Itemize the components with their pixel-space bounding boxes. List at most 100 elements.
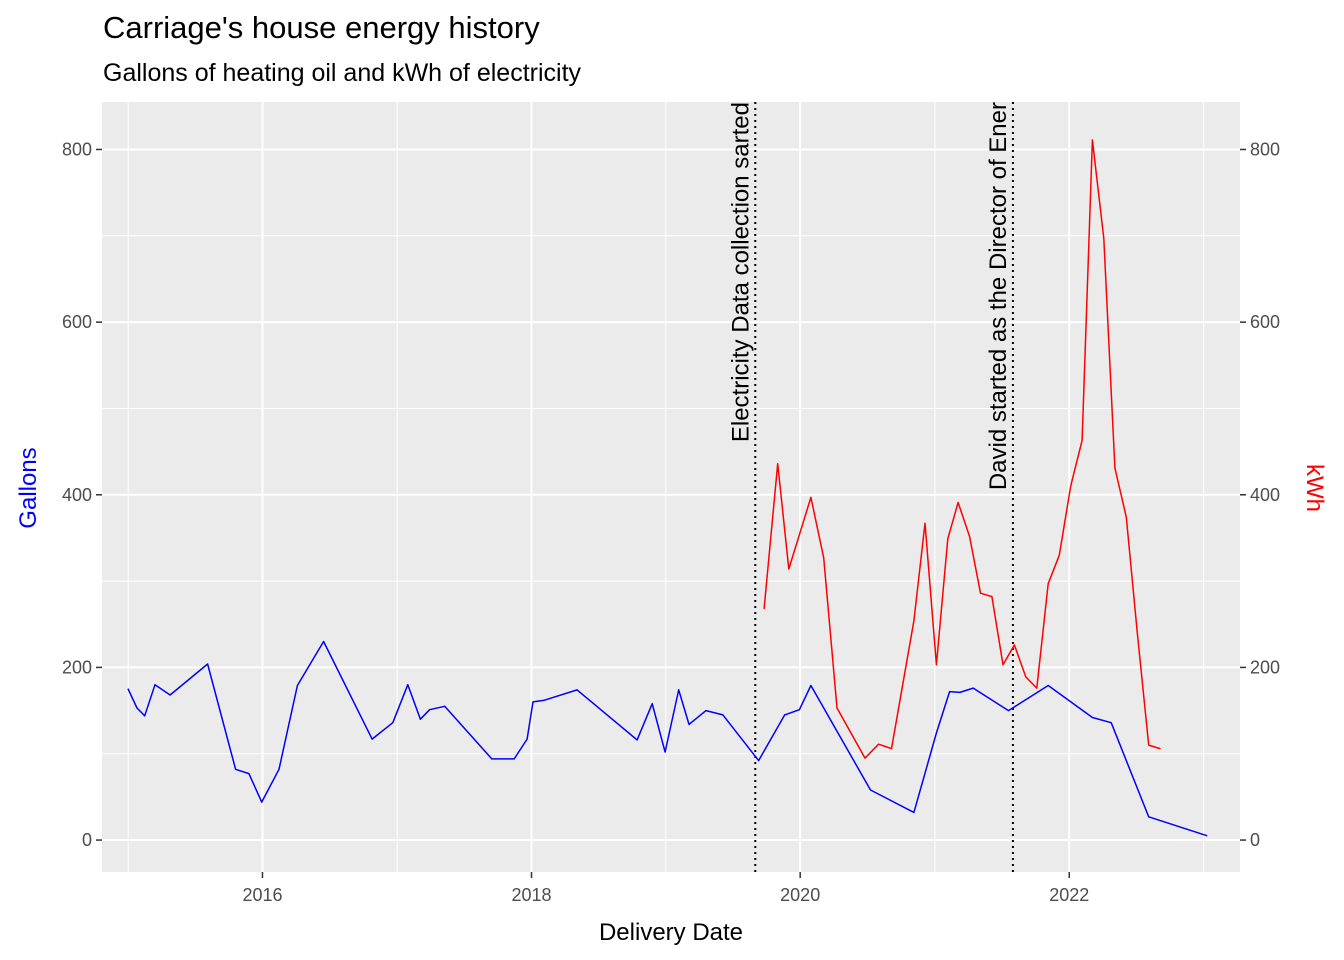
data-point-gallons — [144, 715, 146, 717]
data-point-gallons — [1110, 722, 1112, 724]
annotation-label: Electricity Data collection sarted — [727, 102, 754, 442]
data-point-kwh — [1091, 139, 1094, 141]
y-left-tick-label: 200 — [62, 657, 92, 677]
data-point-kwh — [1002, 664, 1004, 666]
data-point-kwh — [823, 557, 825, 559]
y-right-tick-label: 600 — [1250, 312, 1280, 332]
x-axis: 2016 2018 2020 2022 — [242, 872, 1089, 905]
series-lines — [127, 139, 1208, 837]
data-point-gallons — [444, 705, 446, 707]
annotation-label: David started as the Director of Ener — [985, 102, 1012, 490]
data-point-gallons — [636, 739, 638, 741]
plot-panel — [102, 102, 1240, 872]
data-point-gallons — [207, 663, 209, 665]
data-point-kwh — [1047, 583, 1049, 585]
data-point-kwh — [877, 743, 880, 745]
data-point-kwh — [1025, 676, 1027, 678]
data-point-kwh — [913, 620, 915, 622]
data-point-gallons — [136, 707, 138, 709]
chart-subtitle: Gallons of heating oil and kWh of electr… — [103, 59, 582, 87]
data-point-gallons — [1206, 835, 1208, 837]
data-point-kwh — [924, 522, 926, 524]
y-left-tick-label: 600 — [62, 312, 92, 332]
data-point-gallons — [169, 694, 171, 696]
y-left-tick-label: 400 — [62, 485, 92, 505]
y-right-tick-label: 800 — [1250, 139, 1280, 159]
data-point-gallons — [513, 758, 515, 760]
data-point-gallons — [972, 687, 974, 689]
data-point-kwh — [1081, 439, 1083, 441]
y-left-tick-label: 800 — [62, 139, 92, 159]
data-point-kwh — [1125, 516, 1127, 518]
x-tick-label: 2016 — [242, 885, 282, 905]
grid-lines — [102, 102, 1240, 872]
data-point-kwh — [1148, 744, 1150, 746]
x-tick-label: 2022 — [1049, 885, 1089, 905]
data-point-gallons — [1007, 709, 1010, 712]
data-point-gallons — [278, 768, 280, 770]
data-point-kwh — [1114, 467, 1116, 469]
y-axis-right-title: kWh — [1301, 464, 1328, 512]
data-point-kwh — [1013, 644, 1015, 646]
data-point-gallons — [1091, 716, 1094, 719]
data-point-gallons — [913, 811, 915, 814]
data-point-kwh — [991, 596, 993, 598]
data-point-gallons — [1047, 684, 1049, 687]
data-point-kwh — [968, 535, 971, 537]
data-point-kwh — [1136, 632, 1138, 634]
data-point-kwh — [810, 496, 812, 498]
data-point-kwh — [947, 538, 949, 540]
data-point-gallons — [810, 684, 812, 687]
data-point-kwh — [763, 608, 765, 610]
data-point-kwh — [890, 747, 893, 750]
y-axis-right: 0 200 400 600 800 — [1240, 139, 1280, 850]
data-point-gallons — [935, 732, 937, 734]
annotation-lines: Electricity Data collection sarted David … — [727, 102, 1014, 872]
data-point-kwh — [935, 664, 937, 666]
data-point-kwh — [1058, 554, 1060, 556]
y-right-tick-label: 0 — [1250, 830, 1260, 850]
data-point-gallons — [235, 768, 237, 770]
data-point-gallons — [261, 801, 263, 803]
data-point-gallons — [705, 709, 707, 712]
y-left-tick-label: 0 — [82, 830, 92, 850]
x-axis-title: Delivery Date — [599, 919, 743, 946]
data-point-gallons — [526, 738, 528, 740]
data-point-gallons — [428, 709, 431, 711]
data-point-kwh — [1036, 687, 1038, 689]
data-point-gallons — [784, 714, 786, 716]
data-point-gallons — [664, 751, 666, 753]
data-point-kwh — [1159, 747, 1161, 750]
chart-title: Carriage's house energy history — [103, 10, 540, 45]
data-point-gallons — [722, 714, 724, 716]
data-point-gallons — [296, 684, 299, 687]
x-tick-label: 2020 — [780, 885, 820, 905]
data-point-gallons — [651, 703, 653, 705]
data-point-kwh — [788, 568, 790, 570]
data-point-kwh — [1103, 237, 1105, 239]
data-point-kwh — [836, 707, 838, 709]
y-right-tick-label: 200 — [1250, 657, 1280, 677]
data-point-kwh — [1070, 485, 1072, 487]
data-point-gallons — [532, 701, 534, 703]
data-point-gallons — [248, 772, 250, 775]
data-point-gallons — [322, 640, 325, 643]
data-point-kwh — [979, 592, 982, 594]
data-point-gallons — [949, 690, 951, 693]
data-point-gallons — [688, 723, 690, 725]
data-point-gallons — [543, 699, 545, 701]
data-point-gallons — [798, 709, 801, 711]
data-point-kwh — [957, 501, 959, 504]
y-right-tick-label: 400 — [1250, 485, 1280, 505]
data-point-kwh — [864, 757, 866, 759]
data-point-gallons — [576, 689, 578, 691]
data-point-gallons — [407, 684, 409, 686]
y-axis-left: 0 200 400 600 800 — [62, 139, 102, 850]
x-tick-label: 2018 — [511, 885, 551, 905]
y-axis-left-title: Gallons — [15, 447, 42, 528]
data-point-gallons — [392, 722, 394, 724]
data-point-gallons — [154, 684, 156, 686]
data-point-gallons — [869, 789, 872, 791]
data-point-gallons — [371, 738, 373, 740]
